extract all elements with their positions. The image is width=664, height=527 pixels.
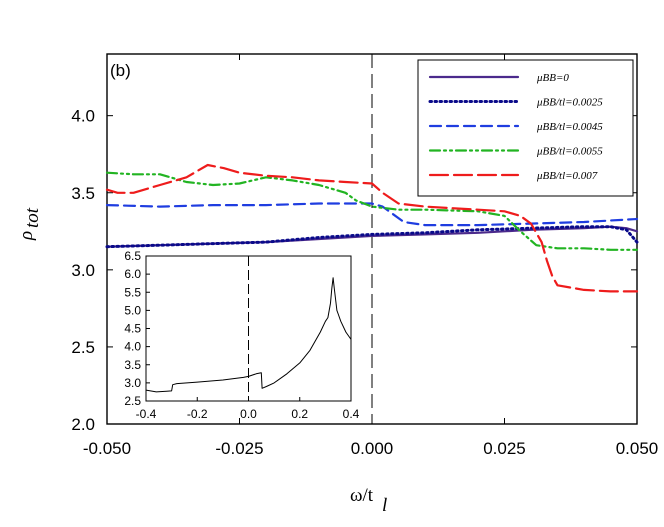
legend-label: μBB/tl=0.0025 bbox=[536, 97, 603, 109]
axis-ticks: -0.050 -0.025 0.000 0.025 0.050 2.0 2.5 3.0 3.5 4… bbox=[71, 54, 658, 458]
inset-x-tick-label: 0.2 bbox=[291, 407, 308, 421]
inset-x-tick-label: -0.4 bbox=[136, 407, 157, 421]
y-tick-label: 3.0 bbox=[71, 261, 95, 280]
inset-y-tick-label: 3.5 bbox=[124, 358, 141, 372]
y-axis-title-main: ρ bbox=[16, 231, 37, 241]
inset-x-tick-label: 0.0 bbox=[240, 407, 257, 421]
inset-y-tick-label: 5.5 bbox=[124, 285, 141, 299]
inset-x-tick-label: 0.4 bbox=[343, 407, 360, 421]
x-tick-label: 0.050 bbox=[616, 439, 659, 458]
inset-y-tick-label: 6.0 bbox=[124, 267, 141, 281]
legend-label: μBB/tl=0.0045 bbox=[536, 121, 603, 133]
x-axis-title-main: ω/t bbox=[350, 485, 374, 506]
inset-y-tick-label: 6.5 bbox=[124, 249, 141, 263]
inset-y-tick-label: 5.0 bbox=[124, 303, 141, 317]
y-tick-label: 2.0 bbox=[71, 415, 95, 434]
y-tick-label: 2.5 bbox=[71, 338, 95, 357]
series-line bbox=[105, 225, 639, 249]
inset-y-tick-label: 3.0 bbox=[124, 376, 141, 390]
y-axis-title: ρ tot bbox=[16, 207, 43, 241]
x-axis-title: ω/t l bbox=[350, 485, 387, 516]
legend-label: μBB=0 bbox=[536, 72, 569, 84]
inset-series-line bbox=[145, 277, 352, 393]
legend: μBB=0 μBB/tl=0.0025 μBB/tl=0.0045 μBB/tl=0.… bbox=[417, 59, 634, 197]
y-tick-label: 3.5 bbox=[71, 184, 95, 203]
inset-x-tick-label: -0.2 bbox=[187, 407, 208, 421]
y-axis-title-sub: tot bbox=[22, 207, 43, 228]
inset-plot: -0.4 -0.2 0.0 0.2 0.4 2.5 3.0 3.5 4.0 4.5 5.0 5.5 6.… bbox=[124, 249, 359, 421]
series-line bbox=[105, 171, 639, 251]
series-lines bbox=[105, 163, 639, 293]
main-plot: -0.050 -0.025 0.000 0.025 0.050 2.0 2.5 3.0 3.5 4… bbox=[71, 53, 658, 458]
x-tick-label: -0.025 bbox=[215, 439, 263, 458]
x-tick-label: -0.050 bbox=[83, 439, 131, 458]
inset-y-tick-label: 4.0 bbox=[124, 340, 141, 354]
y-tick-label: 4.0 bbox=[71, 107, 95, 126]
legend-label: μBB/tl=0.007 bbox=[536, 170, 598, 182]
x-axis-title-sub: l bbox=[382, 495, 387, 516]
series-line bbox=[105, 163, 639, 293]
inset-y-tick-label: 4.5 bbox=[124, 322, 141, 336]
x-tick-label: 0.025 bbox=[483, 439, 526, 458]
inset-y-tick-label: 2.5 bbox=[124, 394, 141, 408]
legend-box bbox=[417, 59, 634, 197]
legend-label: μBB/tl=0.0055 bbox=[536, 146, 603, 158]
x-tick-label: 0.000 bbox=[351, 439, 394, 458]
panel-label: (b) bbox=[110, 61, 131, 80]
